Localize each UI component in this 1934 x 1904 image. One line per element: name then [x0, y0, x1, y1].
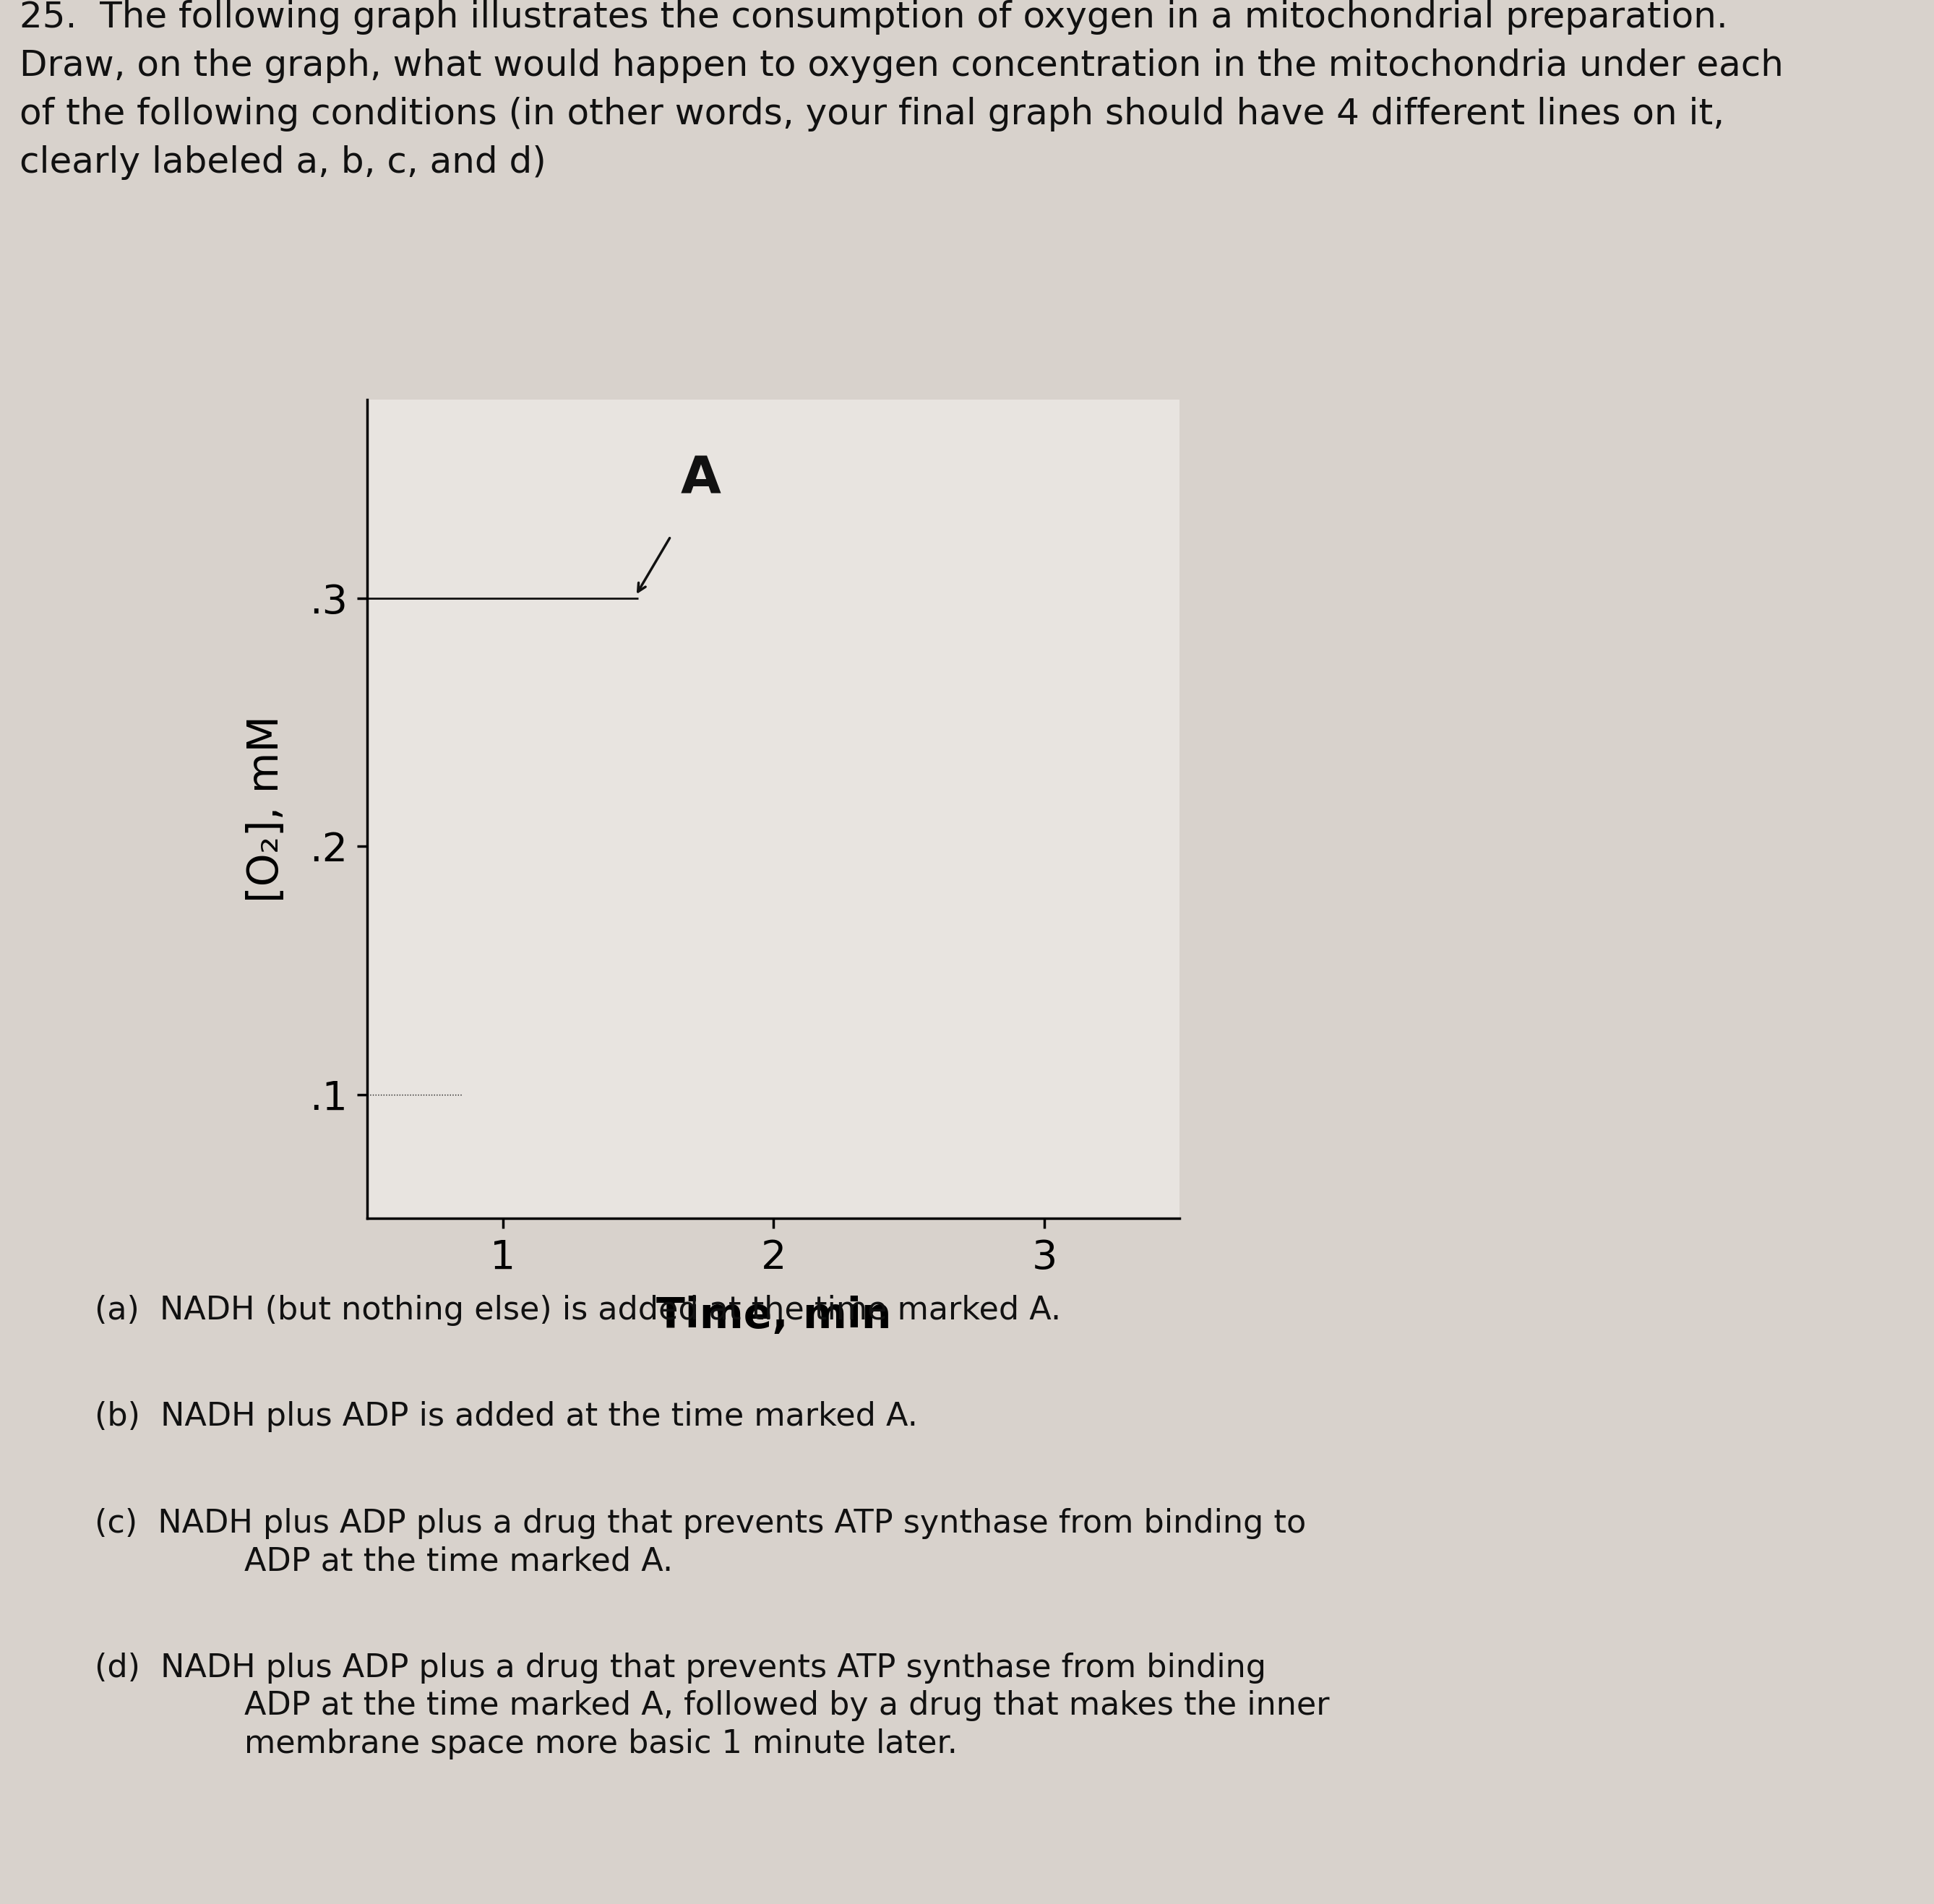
X-axis label: Time, min: Time, min: [656, 1297, 892, 1337]
Text: A: A: [681, 455, 721, 505]
Y-axis label: [O₂], mM: [O₂], mM: [246, 716, 286, 902]
Text: (d)  NADH plus ADP plus a drug that prevents ATP synthase from binding: (d) NADH plus ADP plus a drug that preve…: [95, 1653, 1267, 1683]
Text: (b)  NADH plus ADP is added at the time marked A.: (b) NADH plus ADP is added at the time m…: [95, 1401, 917, 1432]
Text: ADP at the time marked A.: ADP at the time marked A.: [244, 1546, 673, 1577]
Text: membrane space more basic 1 minute later.: membrane space more basic 1 minute later…: [244, 1729, 957, 1759]
Text: (a)  NADH (but nothing else) is added at the time marked A.: (a) NADH (but nothing else) is added at …: [95, 1295, 1060, 1325]
Text: ADP at the time marked A, followed by a drug that makes the inner: ADP at the time marked A, followed by a …: [244, 1691, 1331, 1721]
Text: (c)  NADH plus ADP plus a drug that prevents ATP synthase from binding to: (c) NADH plus ADP plus a drug that preve…: [95, 1508, 1305, 1538]
Text: 25.  The following graph illustrates the consumption of oxygen in a mitochondria: 25. The following graph illustrates the …: [19, 0, 1783, 179]
